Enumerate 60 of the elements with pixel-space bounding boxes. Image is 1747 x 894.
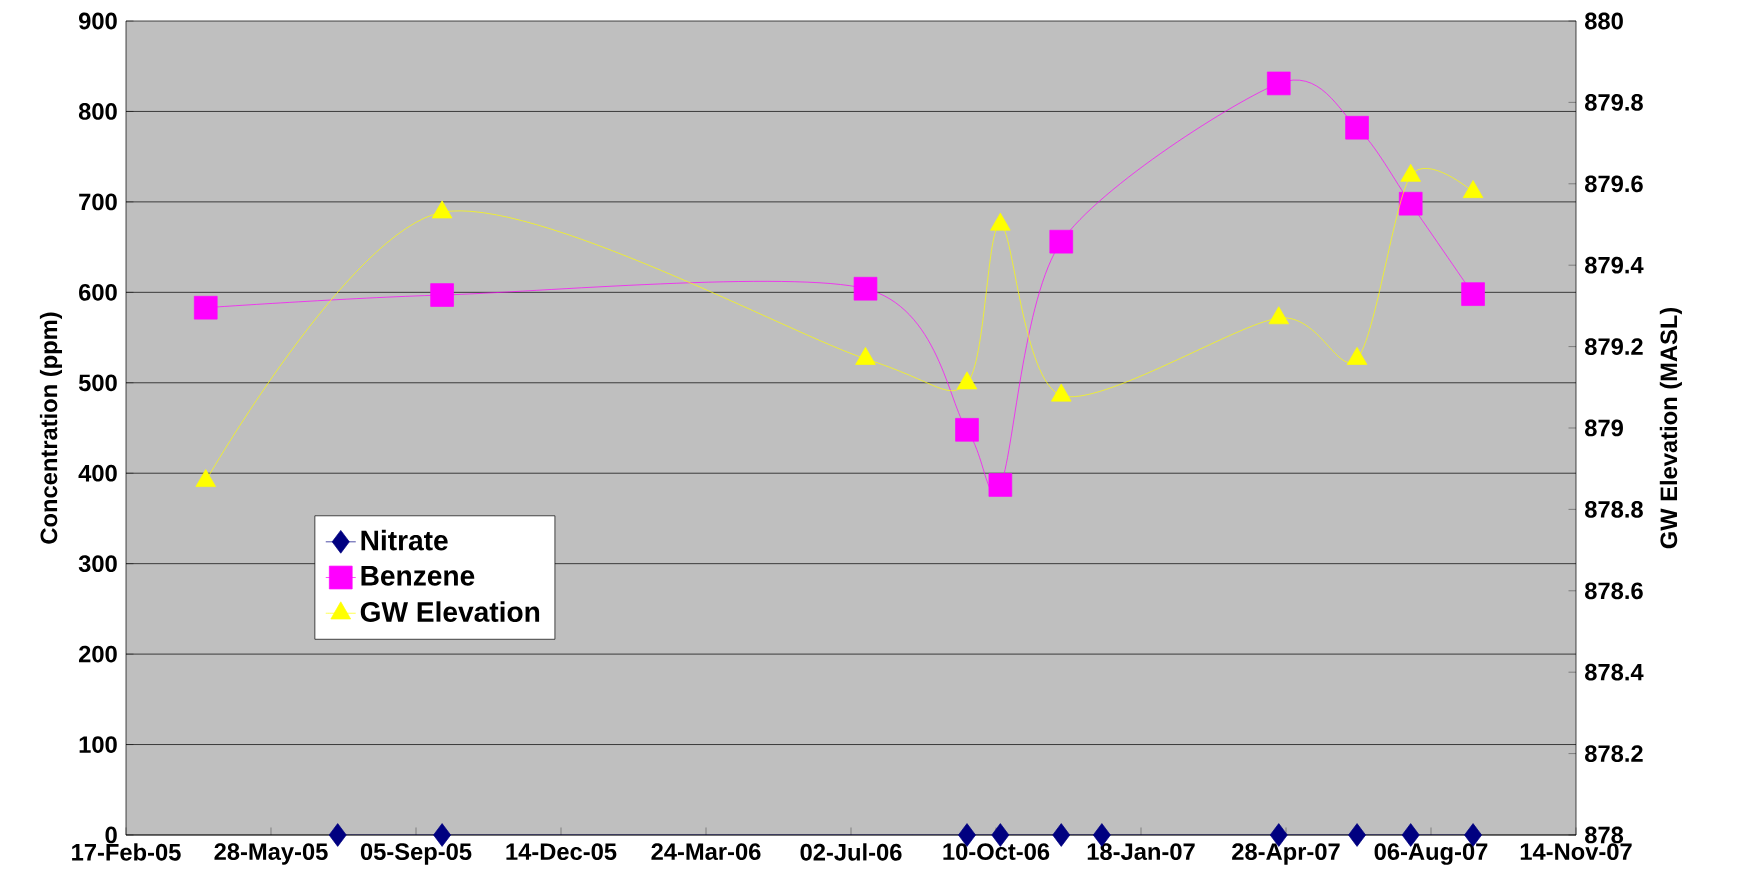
point bbox=[1049, 229, 1074, 254]
y2-tick-label: 878.6 bbox=[1585, 582, 1643, 600]
y2-tick-label: 879 bbox=[1585, 419, 1623, 437]
y2-tick-label: 879.2 bbox=[1585, 338, 1643, 355]
legend-label: Benzene bbox=[361, 566, 475, 586]
point bbox=[988, 473, 1013, 497]
y2-tick-label: 878 bbox=[1585, 826, 1624, 844]
point bbox=[853, 276, 878, 301]
x-tick-label: 14-Dec-05 bbox=[506, 843, 617, 861]
x-tick-label: 10-Oct-06 bbox=[943, 843, 1050, 861]
point bbox=[328, 823, 347, 847]
x-tick-label: 28-May-05 bbox=[214, 843, 328, 865]
point bbox=[955, 418, 979, 442]
point bbox=[1400, 163, 1421, 182]
y-tick-label: 600 bbox=[79, 283, 117, 301]
y2-tick-label: 878.4 bbox=[1585, 663, 1644, 681]
y2-tick-label: 878.8 bbox=[1585, 500, 1643, 518]
y-tick-label: 100 bbox=[79, 736, 117, 753]
y-tick-label: 900 bbox=[78, 12, 117, 30]
x-tick-label: 14-Nov-07 bbox=[1520, 843, 1632, 861]
x-tick-label: 02-Jul-06 bbox=[800, 843, 902, 861]
point bbox=[956, 371, 978, 390]
x-tick-label: 06-Aug-07 bbox=[1374, 843, 1488, 865]
y-tick-label: 500 bbox=[78, 374, 117, 392]
x-tick-label: 18-Jan-07 bbox=[1087, 843, 1195, 861]
y-tick-label: 300 bbox=[78, 555, 117, 573]
point bbox=[1461, 282, 1485, 306]
point bbox=[193, 295, 218, 320]
x-tick-label: 17-Feb-05 bbox=[72, 843, 181, 861]
y2-axis-title: GW Elevation (MASL) bbox=[1659, 307, 1682, 549]
y2-tick-label: 879.4 bbox=[1585, 256, 1644, 274]
point bbox=[1398, 191, 1423, 216]
y2-tick-label: 879.8 bbox=[1585, 93, 1643, 111]
point bbox=[195, 469, 216, 487]
point bbox=[1052, 823, 1071, 847]
point bbox=[1266, 71, 1291, 96]
point bbox=[1345, 115, 1369, 140]
point bbox=[1051, 383, 1072, 402]
y2-tick-label: 879.6 bbox=[1585, 175, 1643, 193]
x-tick-label: 28-Apr-07 bbox=[1232, 843, 1340, 865]
point bbox=[1348, 823, 1366, 847]
x-tick-label: 05-Sep-05 bbox=[360, 843, 472, 865]
legend-label: GW Elevation bbox=[360, 601, 540, 622]
y-tick-label: 0 bbox=[105, 826, 117, 844]
y-axis-title: Concentration (ppm) bbox=[39, 312, 62, 544]
legend-label: Nitrate bbox=[361, 529, 448, 551]
point bbox=[1346, 347, 1368, 365]
y-tick-label: 800 bbox=[78, 103, 117, 120]
y-tick-label: 200 bbox=[78, 645, 117, 663]
y-tick-label: 700 bbox=[79, 193, 117, 211]
point bbox=[855, 347, 876, 365]
y2-tick-label: 878.2 bbox=[1585, 745, 1643, 762]
point bbox=[1268, 306, 1289, 325]
point bbox=[431, 200, 453, 219]
point bbox=[430, 283, 454, 307]
point bbox=[1462, 180, 1484, 198]
point bbox=[990, 212, 1011, 231]
y-tick-label: 400 bbox=[78, 464, 117, 482]
y2-tick-label: 880 bbox=[1585, 12, 1623, 30]
x-tick-label: 24-Mar-06 bbox=[651, 843, 761, 861]
